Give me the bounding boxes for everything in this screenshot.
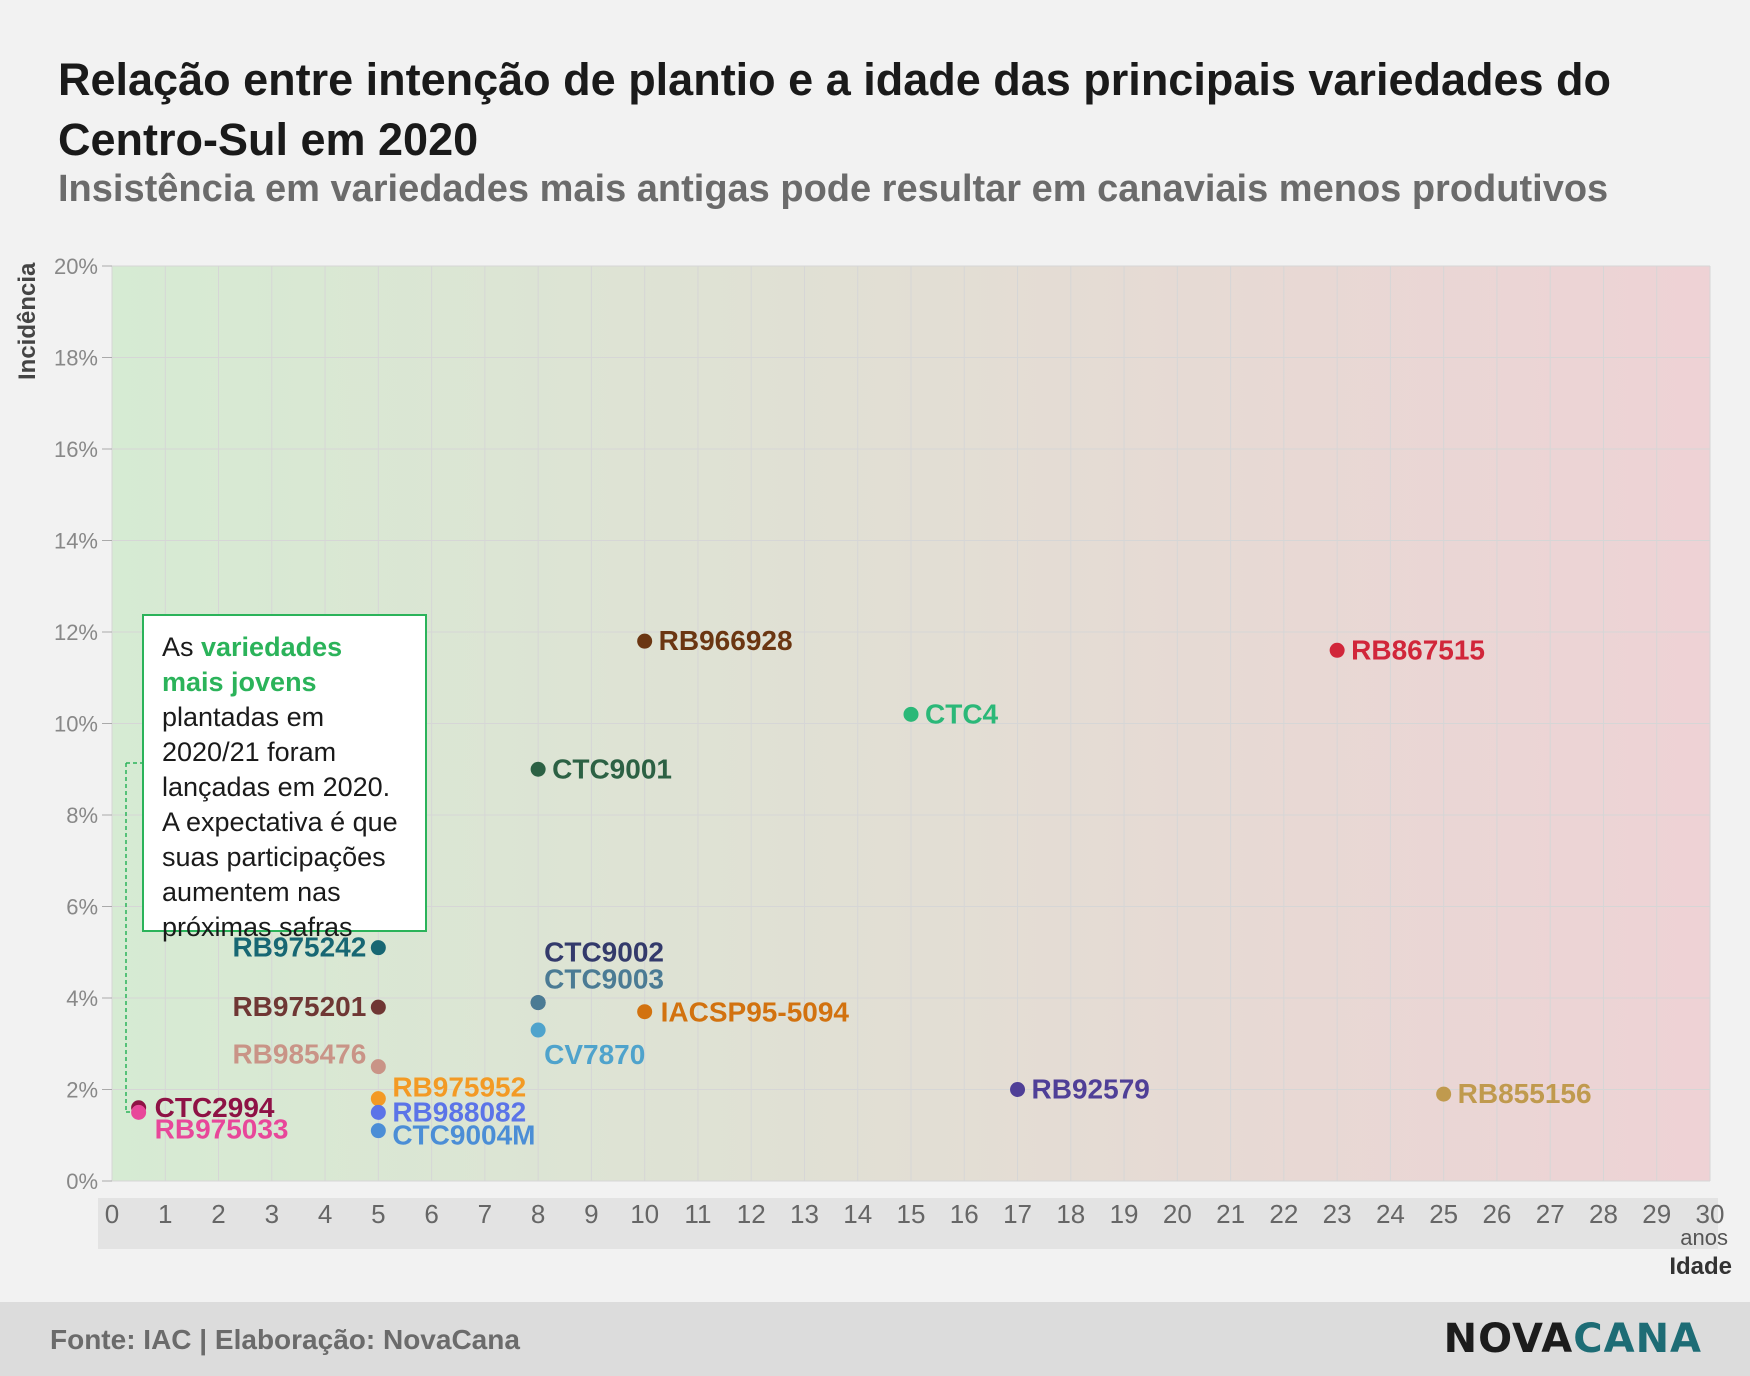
x-axis-band	[98, 1198, 1718, 1249]
point-ctc9001	[530, 761, 546, 777]
point-rb985476	[370, 1059, 386, 1075]
point-rb975952	[370, 1091, 386, 1107]
x-tick-label: 8	[531, 1199, 545, 1229]
x-axis-unit: anos	[1680, 1225, 1728, 1250]
point-label-ctc2994: CTC2994	[155, 1092, 275, 1123]
point-label-ctc9003: CTC9003	[544, 964, 664, 995]
x-tick-label: 27	[1536, 1199, 1565, 1229]
x-tick-label: 9	[584, 1199, 598, 1229]
point-label-ctc4: CTC4	[925, 698, 999, 729]
y-tick-label: 18%	[54, 346, 98, 371]
y-tick-label: 2%	[66, 1078, 98, 1103]
point-label-ctc9002: CTC9002	[544, 937, 664, 968]
point-ctc9004m	[370, 1123, 386, 1139]
point-rb975242	[370, 940, 386, 956]
y-tick-label: 10%	[54, 712, 98, 737]
point-label-iacsp95-5094: IACSP95-5094	[661, 997, 850, 1028]
x-tick-label: 13	[790, 1199, 819, 1229]
source-credit: Fonte: IAC | Elaboração: NovaCana	[50, 1324, 520, 1355]
x-tick-label: 23	[1323, 1199, 1352, 1229]
logo-part2: CANA	[1573, 1316, 1702, 1362]
point-rb855156	[1436, 1086, 1452, 1102]
x-tick-label: 24	[1376, 1199, 1405, 1229]
point-label-rb988082: RB988082	[392, 1096, 526, 1127]
chart-title: Relação entre intenção de plantio e a id…	[58, 54, 1612, 165]
point-label-ctc9001: CTC9001	[552, 753, 672, 784]
x-tick-label: 16	[950, 1199, 979, 1229]
point-label-rb975952: RB975952	[392, 1072, 526, 1103]
point-label-ctc9004m: CTC9004M	[392, 1120, 535, 1151]
y-tick-label: 0%	[66, 1169, 98, 1194]
chart-subtitle: Insistência em variedades mais antigas p…	[58, 168, 1609, 210]
point-label-rb975201: RB975201	[232, 991, 366, 1022]
point-label-rb975242: RB975242	[232, 932, 366, 963]
point-rb92579	[1010, 1082, 1026, 1097]
point-rb975033	[131, 1104, 147, 1120]
y-tick-label: 14%	[54, 529, 98, 554]
x-tick-label: 12	[737, 1199, 766, 1229]
x-tick-label: 18	[1056, 1199, 1085, 1229]
y-tick-label: 16%	[54, 437, 98, 462]
y-tick-label: 8%	[66, 803, 98, 828]
point-label-cv7870: CV7870	[544, 1039, 645, 1070]
point-ctc4	[903, 706, 919, 722]
x-tick-label: 20	[1163, 1199, 1192, 1229]
y-tick-label: 6%	[66, 895, 98, 920]
point-label-rb966928: RB966928	[659, 625, 793, 656]
point-cv7870	[530, 1022, 546, 1038]
x-tick-label: 4	[318, 1199, 332, 1229]
annotation-text-post: plantadas em 2020/21 foram lançadas em 2…	[162, 702, 398, 942]
point-label-rb985476: RB985476	[232, 1039, 366, 1070]
x-tick-label: 21	[1216, 1199, 1245, 1229]
point-rb966928	[637, 633, 653, 649]
logo-part1: NOVA	[1443, 1316, 1574, 1362]
x-tick-label: 28	[1589, 1199, 1618, 1229]
x-tick-label: 30	[1696, 1199, 1725, 1229]
x-axis-ticks: 0 1 2 3 4 5 6 7 8 9 10 11 12 13 14 15 16 17 18 19 20 21 22 23 24…	[105, 1199, 1725, 1229]
x-tick-label: 7	[478, 1199, 492, 1229]
x-tick-label: 15	[897, 1199, 926, 1229]
x-tick-label: 19	[1110, 1199, 1139, 1229]
y-tick-label: 4%	[66, 986, 98, 1011]
point-label-rb975033: RB975033	[155, 1113, 289, 1144]
x-tick-label: 25	[1429, 1199, 1458, 1229]
x-tick-label: 10	[630, 1199, 659, 1229]
point-iacsp95-5094	[637, 1004, 653, 1020]
x-tick-label: 11	[684, 1199, 711, 1229]
grid-lines	[111, 265, 1711, 1182]
y-tick-label: 20%	[54, 254, 98, 279]
y-axis-label: Incidência	[14, 262, 41, 380]
point-label-rb92579: RB92579	[1032, 1074, 1150, 1105]
x-tick-label: 0	[105, 1199, 119, 1229]
x-axis-label: Idade	[1669, 1253, 1732, 1280]
x-tick-label: 14	[843, 1199, 872, 1229]
x-tick-label: 3	[265, 1199, 279, 1229]
x-tick-label: 1	[158, 1199, 172, 1229]
x-tick-label: 26	[1482, 1199, 1511, 1229]
point-label-rb867515: RB867515	[1351, 634, 1485, 665]
annotation-text-pre: As	[162, 632, 202, 662]
point-rb988082	[370, 1104, 386, 1120]
point-label-rb855156: RB855156	[1458, 1078, 1592, 1109]
y-tick-label: 12%	[54, 620, 98, 645]
x-tick-label: 2	[211, 1199, 225, 1229]
point-ctc9003	[530, 995, 546, 1011]
x-tick-label: 29	[1642, 1199, 1671, 1229]
x-tick-label: 17	[1003, 1199, 1032, 1229]
data-points: RB966928 RB867515 CTC4 CTC9001 RB975242 CTC90…	[131, 625, 1592, 1151]
annotation-highlight: variedades mais jovens	[162, 632, 343, 697]
x-tick-label: 5	[371, 1199, 385, 1229]
novacana-logo: NOVACANA	[1444, 1316, 1702, 1362]
annotation-box: As variedades mais jovens plantadas em 2…	[142, 614, 427, 942]
point-rb975201	[370, 999, 386, 1015]
x-tick-label: 22	[1269, 1199, 1298, 1229]
footer: Fonte: IAC | Elaboração: NovaCana NOVACA…	[0, 1302, 1750, 1376]
point-rb867515	[1329, 642, 1345, 658]
y-axis-ticks: 0% 2% 4% 6% 8% 10% 12% 14% 16% 18% 20%	[54, 254, 112, 1194]
x-tick-label: 6	[424, 1199, 438, 1229]
